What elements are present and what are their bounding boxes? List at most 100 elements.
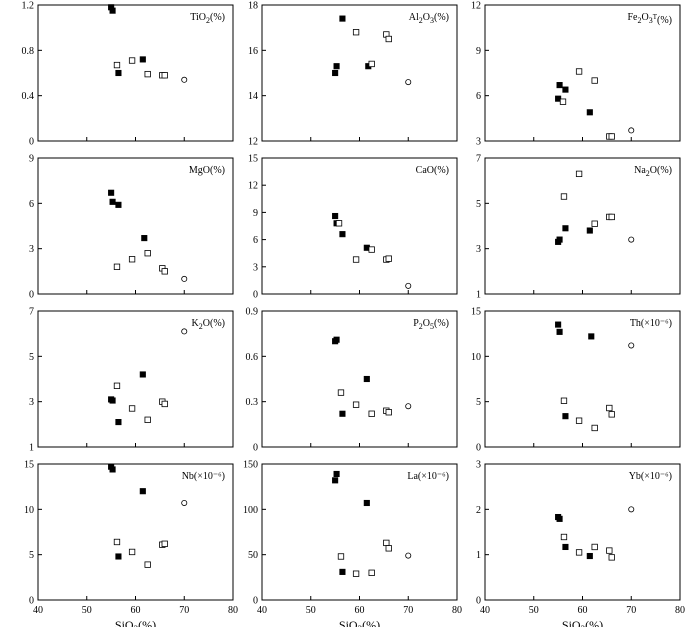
chart-panel-10: 0 5 10 15 40 50 60 70 80 Nb(×10⁻⁶) SiO2(%) bbox=[24, 460, 238, 627]
y-tick-label: 18 bbox=[248, 1, 258, 12]
data-point-open-square bbox=[606, 547, 613, 554]
data-point-filled-square bbox=[139, 56, 146, 63]
y-tick-label: 0.4 bbox=[22, 91, 35, 102]
data-point-open-square bbox=[575, 549, 583, 556]
data-point-open-square bbox=[608, 213, 615, 221]
panel-title: La(×10⁻⁶) bbox=[407, 471, 449, 482]
data-point-filled-square bbox=[109, 7, 116, 14]
data-point-filled-square bbox=[363, 499, 370, 507]
y-tick-label: 0.6 bbox=[246, 352, 259, 363]
plot-frame bbox=[37, 4, 234, 142]
y-tick-label: 16 bbox=[248, 46, 258, 57]
data-point-open-square bbox=[113, 61, 121, 69]
data-point-filled-square bbox=[562, 86, 569, 93]
panel-title: P2O5(%) bbox=[413, 318, 449, 331]
y-tick-label: 50 bbox=[248, 550, 258, 561]
data-point-circle bbox=[628, 342, 635, 349]
data-point-open-square bbox=[608, 133, 615, 140]
data-point-open-square bbox=[560, 193, 568, 200]
data-point-filled-square bbox=[556, 236, 563, 243]
data-point-circle bbox=[628, 506, 635, 513]
plot-frame bbox=[261, 310, 458, 448]
data-point-filled-square bbox=[333, 470, 340, 478]
data-point-open-square bbox=[559, 98, 567, 105]
data-point-open-square bbox=[575, 170, 583, 178]
panel-title: CaO(%) bbox=[416, 165, 449, 176]
data-point-open-square bbox=[591, 77, 598, 84]
data-point-open-square bbox=[352, 256, 360, 263]
y-tick-label: 3 bbox=[476, 460, 481, 471]
x-tick-label: 80 bbox=[228, 605, 238, 616]
y-tick-label: 3 bbox=[253, 262, 258, 273]
data-point-filled-square bbox=[333, 63, 340, 70]
y-tick-label: 6 bbox=[476, 91, 481, 102]
data-point-open-square bbox=[385, 409, 392, 416]
chart-panel-3: 3 6 9 12 Fe2O3T(%) bbox=[471, 1, 681, 148]
plot-frame bbox=[37, 463, 234, 601]
y-tick-label: 1 bbox=[29, 443, 34, 454]
plot-frame bbox=[261, 157, 458, 295]
data-point-filled-square bbox=[339, 568, 346, 575]
data-point-open-square bbox=[575, 417, 583, 424]
y-tick-label: 5 bbox=[476, 199, 481, 210]
data-point-filled-square bbox=[115, 201, 122, 208]
data-point-open-square bbox=[161, 268, 168, 275]
data-point-filled-square bbox=[562, 543, 569, 551]
y-tick-label: 12 bbox=[248, 137, 258, 148]
x-tick-label: 70 bbox=[403, 605, 413, 616]
y-tick-label: 3 bbox=[29, 397, 34, 408]
x-tick-label: 50 bbox=[82, 605, 92, 616]
data-point-open-square bbox=[144, 70, 151, 78]
data-point-circle bbox=[405, 552, 412, 559]
data-point-open-square bbox=[128, 256, 136, 263]
plot-frame bbox=[484, 463, 681, 601]
data-point-circle bbox=[405, 282, 412, 289]
data-point-open-square bbox=[128, 57, 136, 64]
y-tick-label: 5 bbox=[476, 397, 481, 408]
x-axis-label: SiO2(%) bbox=[339, 618, 380, 627]
x-axis-label: SiO2(%) bbox=[562, 618, 603, 627]
y-tick-label: 0 bbox=[476, 443, 481, 454]
data-point-filled-square bbox=[109, 466, 116, 473]
data-point-open-square bbox=[591, 424, 598, 432]
y-tick-label: 3 bbox=[29, 244, 34, 255]
y-tick-label: 0 bbox=[253, 443, 258, 454]
x-axis-label: SiO2(%) bbox=[115, 618, 156, 627]
y-tick-label: 0 bbox=[476, 596, 481, 607]
data-point-open-square bbox=[335, 220, 343, 227]
y-tick-label: 9 bbox=[29, 154, 34, 165]
x-tick-label: 70 bbox=[626, 605, 636, 616]
data-point-filled-square bbox=[109, 198, 116, 205]
plot-frame bbox=[484, 4, 681, 142]
y-tick-label: 10 bbox=[471, 352, 481, 363]
chart-panel-8: 0 0.3 0.6 0.9 P2O5(%) bbox=[246, 307, 458, 454]
y-tick-label: 12 bbox=[471, 1, 481, 12]
data-point-filled-square bbox=[139, 488, 146, 495]
chart-panel-2: 12 14 16 18 Al2O3(%) bbox=[248, 1, 458, 148]
data-point-open-square bbox=[608, 554, 615, 561]
plot-frame bbox=[484, 310, 681, 448]
panel-title: Th(×10⁻⁶) bbox=[630, 318, 672, 329]
y-tick-label: 0.9 bbox=[246, 307, 259, 318]
y-tick-label: 9 bbox=[253, 208, 258, 219]
data-point-filled-square bbox=[109, 397, 116, 404]
data-point-open-square bbox=[144, 416, 151, 423]
data-point-filled-square bbox=[556, 328, 563, 335]
data-point-open-square bbox=[575, 68, 583, 75]
data-point-open-square bbox=[352, 29, 360, 36]
y-tick-label: 0.3 bbox=[246, 397, 259, 408]
data-point-filled-square bbox=[562, 225, 569, 232]
plot-frame bbox=[37, 157, 234, 295]
y-tick-label: 3 bbox=[476, 244, 481, 255]
data-point-filled-square bbox=[333, 336, 340, 343]
data-point-filled-square bbox=[339, 410, 346, 417]
x-tick-label: 40 bbox=[257, 605, 267, 616]
panel-title: TiO2(%) bbox=[190, 12, 225, 25]
data-point-filled-square bbox=[115, 69, 122, 77]
data-point-filled-square bbox=[108, 189, 115, 196]
chart-panel-5: 0 3 6 9 12 15 CaO(%) bbox=[248, 154, 458, 301]
x-tick-label: 80 bbox=[675, 605, 685, 616]
data-point-open-square bbox=[161, 72, 168, 79]
x-tick-label: 60 bbox=[131, 605, 141, 616]
data-point-filled-square bbox=[332, 212, 339, 220]
